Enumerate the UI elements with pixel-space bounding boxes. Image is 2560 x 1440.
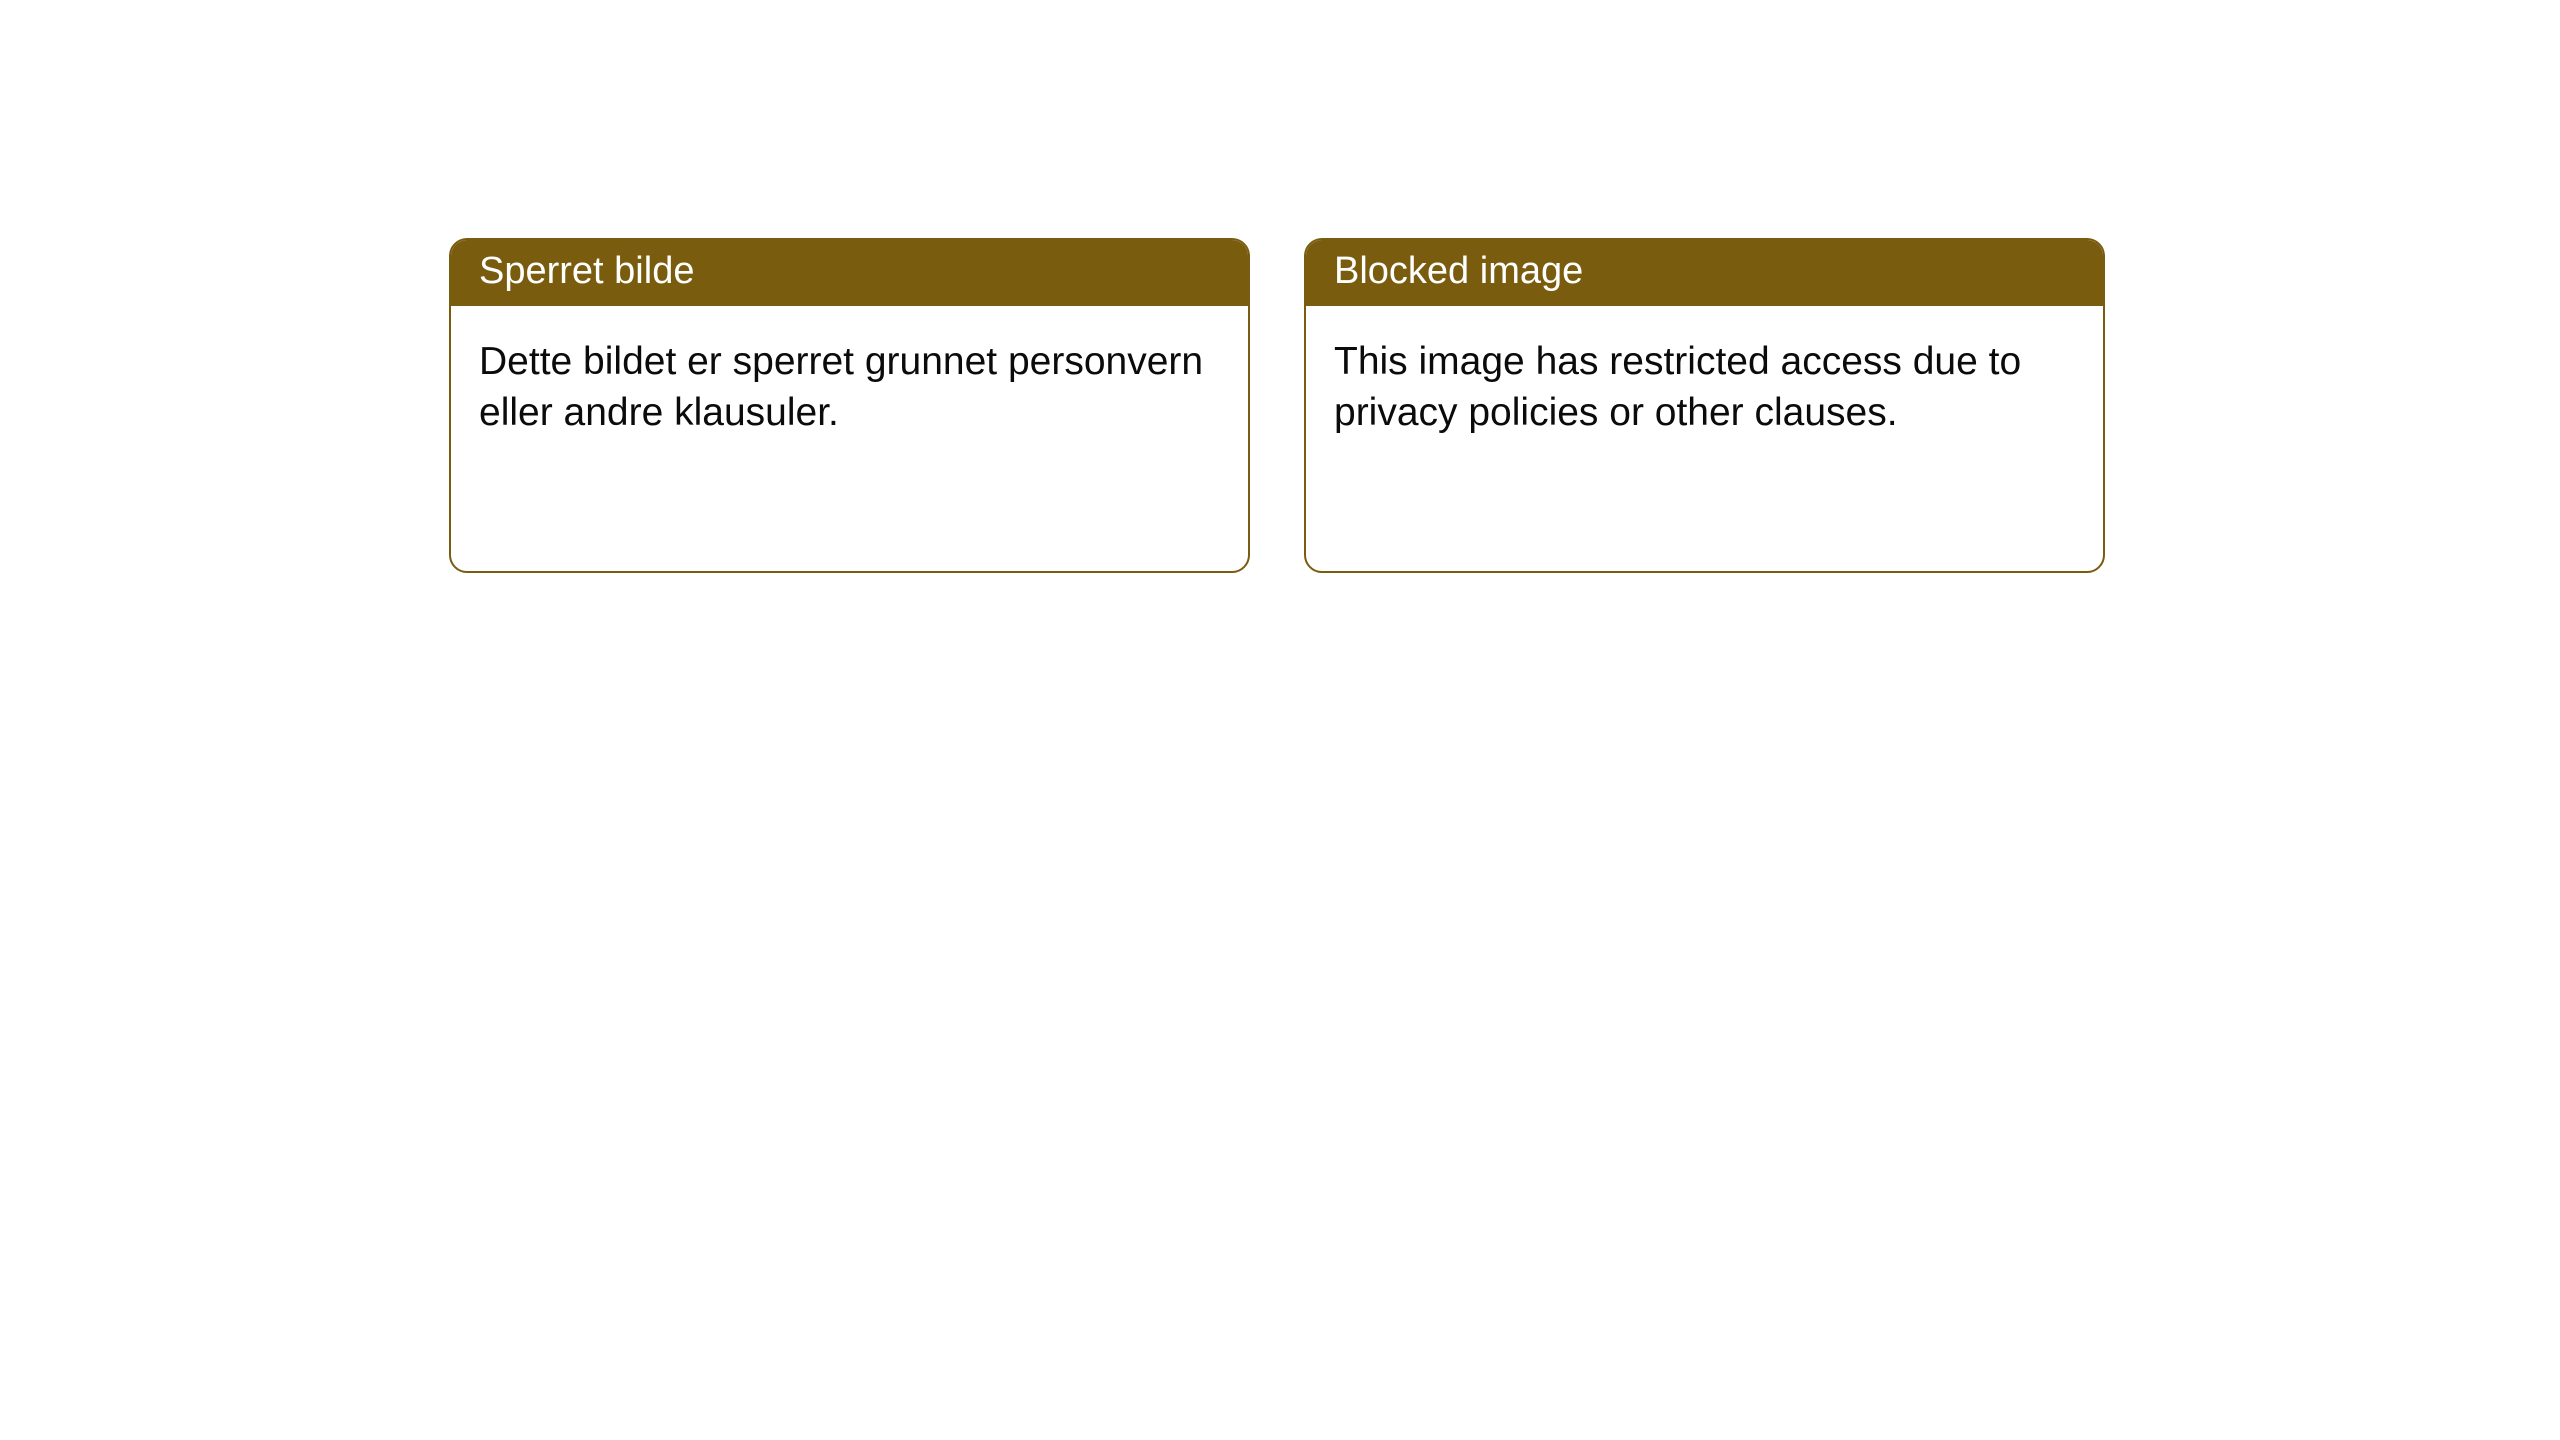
card-header: Sperret bilde — [451, 240, 1248, 306]
notice-card-norwegian: Sperret bilde Dette bildet er sperret gr… — [449, 238, 1250, 573]
card-header: Blocked image — [1306, 240, 2103, 306]
card-message: Dette bildet er sperret grunnet personve… — [479, 336, 1220, 439]
card-title: Sperret bilde — [479, 250, 694, 292]
notice-card-english: Blocked image This image has restricted … — [1304, 238, 2105, 573]
notice-container: Sperret bilde Dette bildet er sperret gr… — [0, 0, 2560, 573]
card-message: This image has restricted access due to … — [1334, 336, 2075, 439]
card-body: Dette bildet er sperret grunnet personve… — [451, 306, 1248, 469]
card-title: Blocked image — [1334, 250, 1583, 292]
card-body: This image has restricted access due to … — [1306, 306, 2103, 469]
